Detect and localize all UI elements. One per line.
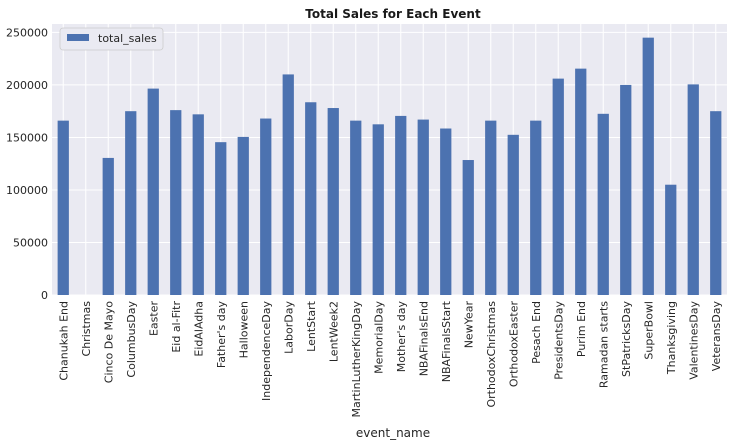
x-axis-label: event_name [356, 426, 430, 440]
bar [597, 113, 609, 295]
y-tick-label: 50000 [13, 236, 48, 249]
bar [485, 120, 497, 296]
x-tick-label: Halloween [237, 301, 250, 358]
legend: total_sales [59, 27, 164, 51]
x-tick-label: Ramadan starts [597, 301, 610, 388]
x-tick-label: Easter [147, 301, 160, 337]
bar [192, 114, 204, 295]
bar [440, 128, 452, 295]
y-axis-ticks: 0 50000 100000 150000 200000 250000 [6, 26, 48, 302]
bar [462, 160, 474, 295]
bar [350, 120, 362, 296]
y-tick-label: 0 [41, 289, 48, 302]
x-tick-label: LaborDay [282, 301, 295, 354]
x-tick-label: Purim End [575, 301, 588, 357]
legend-swatch [67, 34, 89, 41]
bar [530, 120, 542, 296]
y-tick-label: 100000 [6, 184, 48, 197]
x-tick-label: EidAlAdha [192, 301, 205, 357]
bar [642, 37, 654, 296]
x-tick-label: Thanksgiving [665, 301, 678, 375]
x-tick-label: Cinco De Mayo [102, 301, 115, 383]
x-tick-label: VeteransDay [710, 301, 723, 372]
bar [170, 110, 182, 296]
x-tick-label: LentWeek2 [327, 301, 340, 362]
bar [215, 142, 227, 295]
x-tick-label: Pesach End [530, 301, 543, 364]
x-tick-label: PresidentsDay [552, 301, 565, 380]
bar [372, 124, 384, 295]
x-tick-label: Mother's day [395, 301, 408, 373]
x-tick-label: IndependenceDay [260, 301, 273, 401]
x-tick-label: Eid al-Fitr [170, 301, 183, 353]
x-tick-label: OrthodoxChristmas [485, 301, 498, 408]
x-tick-label: NewYear [462, 301, 475, 349]
plot-background [52, 24, 727, 295]
x-tick-label: NBAFinalsStart [440, 300, 453, 382]
bar [327, 108, 339, 295]
x-tick-label: NBAFinalsEnd [417, 301, 430, 376]
legend-box [59, 27, 164, 51]
bars [57, 37, 722, 296]
chart-title: Total Sales for Each Event [305, 7, 481, 21]
x-tick-label: MartinLutherKingDay [350, 301, 363, 418]
x-tick-label: ColumbusDay [125, 301, 138, 378]
x-tick-label: SuperBowl [642, 301, 655, 360]
x-tick-label: OrthodoxEaster [507, 301, 520, 388]
bar [282, 74, 294, 295]
x-tick-label: Christmas [80, 301, 93, 357]
x-tick-label: LentStart [305, 300, 318, 352]
bar [395, 115, 407, 296]
legend-label: total_sales [98, 32, 157, 45]
bar [260, 118, 272, 295]
y-tick-label: 150000 [6, 131, 48, 144]
bar [305, 102, 317, 295]
x-tick-label: Father's day [215, 301, 228, 369]
bar [507, 134, 519, 295]
bar [417, 119, 429, 296]
bar [147, 88, 159, 295]
x-axis-ticks: Chanukah End Christmas Cinco De Mayo Columb… [57, 300, 723, 417]
bar [687, 84, 699, 296]
x-tick-label: Chanukah End [57, 301, 70, 381]
bar [575, 68, 587, 295]
bar [57, 120, 69, 296]
bar [620, 84, 632, 295]
bar [552, 78, 564, 296]
x-tick-label: StPatricksDay [620, 301, 633, 377]
y-tick-label: 250000 [6, 26, 48, 39]
bar [125, 111, 137, 296]
x-tick-label: MemorialDay [372, 301, 385, 374]
x-tick-label: ValentinesDay [687, 301, 700, 380]
bar [665, 184, 677, 295]
bar [237, 136, 249, 295]
bar [710, 111, 722, 296]
y-tick-label: 200000 [6, 79, 48, 92]
bar [102, 157, 114, 295]
